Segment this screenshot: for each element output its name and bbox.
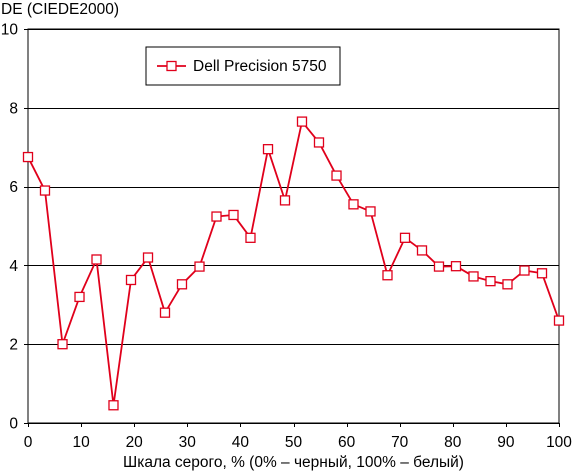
data-point <box>485 276 496 287</box>
plot-area-frame <box>27 28 560 424</box>
y-axis-label: DE (CIEDE2000) <box>1 1 119 18</box>
data-point <box>228 209 239 221</box>
data-point <box>159 307 171 318</box>
x-tick-label: 20 <box>126 434 144 451</box>
data-point <box>365 206 376 217</box>
data-point <box>211 211 222 222</box>
x-tick-label: 80 <box>444 434 462 451</box>
data-point <box>279 195 291 206</box>
data-point <box>125 274 137 286</box>
y-tick-label: 6 <box>9 179 18 196</box>
data-point <box>262 144 274 155</box>
x-tick-label: 40 <box>232 434 250 451</box>
x-tick-label: 30 <box>179 434 197 451</box>
data-point <box>536 268 548 279</box>
data-point <box>194 261 205 272</box>
x-tick-label: 90 <box>497 434 515 451</box>
y-axis-tick-labels: 0 2 4 6 8 10 <box>1 22 19 433</box>
data-point <box>91 254 102 265</box>
x-tick-label: 60 <box>338 434 356 451</box>
data-point <box>108 400 119 411</box>
y-axis-ticks <box>24 29 28 424</box>
x-axis-ticks <box>28 423 560 427</box>
x-tick-label: 50 <box>285 434 303 451</box>
data-point <box>468 271 479 282</box>
data-point <box>553 315 565 326</box>
data-point <box>22 151 34 163</box>
x-tick-label: 70 <box>391 434 409 451</box>
data-point <box>245 232 256 243</box>
data-point <box>433 261 445 272</box>
x-tick-label: 10 <box>72 434 90 451</box>
data-point <box>502 279 513 290</box>
data-point <box>313 137 325 148</box>
data-point <box>57 339 68 350</box>
data-point <box>382 270 393 281</box>
legend-marker <box>166 60 177 72</box>
data-point <box>74 291 85 303</box>
data-point <box>416 245 428 256</box>
y-tick-label: 8 <box>9 100 18 117</box>
data-point <box>176 279 188 290</box>
y-tick-label: 4 <box>9 258 18 275</box>
x-axis-tick-labels: 0 10 20 30 40 50 60 70 80 90 100 <box>24 434 573 451</box>
y-tick-label: 2 <box>9 337 18 354</box>
data-point <box>519 265 530 276</box>
x-tick-label: 0 <box>24 434 33 451</box>
x-tick-label: 100 <box>546 434 572 451</box>
series-group <box>22 116 565 411</box>
data-point <box>348 199 359 210</box>
data-point <box>450 261 462 272</box>
data-point <box>399 232 411 243</box>
data-point <box>296 116 308 127</box>
y-tick-label: 10 <box>1 22 19 39</box>
y-tick-label: 0 <box>9 416 18 433</box>
data-point <box>39 185 51 196</box>
legend: Dell Precision 5750 <box>145 46 341 86</box>
data-point <box>331 170 342 181</box>
x-axis-label: Шкала серого, % (0% – черный, 100% – бел… <box>123 454 464 471</box>
legend-label: Dell Precision 5750 <box>193 58 327 75</box>
data-point <box>142 252 154 263</box>
